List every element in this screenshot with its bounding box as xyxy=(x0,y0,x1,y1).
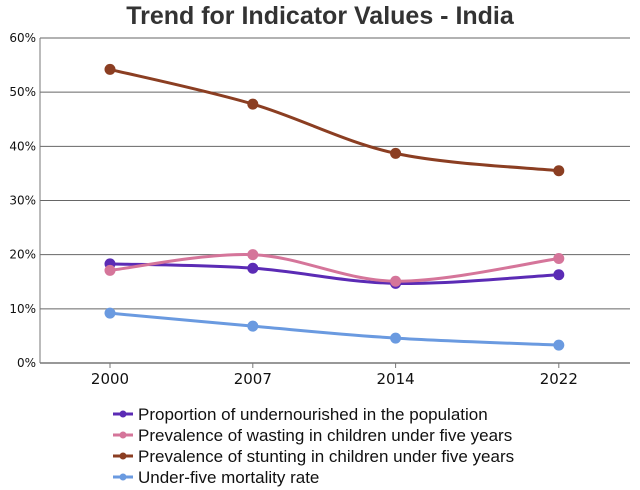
data-point xyxy=(247,249,259,261)
y-tick-label: 60% xyxy=(9,31,36,45)
data-point xyxy=(553,252,565,264)
legend-marker xyxy=(119,410,127,418)
series-line-1 xyxy=(109,253,560,283)
legend-label: Prevalence of stunting in children under… xyxy=(138,447,514,466)
x-tick-label: 2014 xyxy=(377,370,415,388)
series-line-0 xyxy=(109,262,559,285)
y-tick-label: 30% xyxy=(9,194,36,208)
data-point xyxy=(553,269,565,281)
legend-label: Prevalence of wasting in children under … xyxy=(138,426,512,445)
series-line-2 xyxy=(109,67,559,173)
series-line-3 xyxy=(109,311,559,347)
y-tick-label: 0% xyxy=(17,356,36,370)
y-tick-label: 40% xyxy=(9,139,36,153)
data-point xyxy=(390,147,402,159)
data-point xyxy=(553,165,565,177)
legend-marker xyxy=(119,473,127,481)
y-tick-label: 10% xyxy=(9,302,36,316)
y-tick-label: 50% xyxy=(9,85,36,99)
x-tick-label: 2000 xyxy=(91,370,129,388)
y-tick-label: 20% xyxy=(9,248,36,262)
legend-label: Under-five mortality rate xyxy=(138,468,319,487)
x-tick-label: 2007 xyxy=(234,370,272,388)
data-point xyxy=(247,262,259,274)
x-tick-label: 2022 xyxy=(540,370,578,388)
legend-marker xyxy=(119,431,127,439)
data-point xyxy=(390,275,402,287)
data-point xyxy=(104,264,116,276)
legend-label: Proportion of undernourished in the popu… xyxy=(138,405,488,424)
data-point xyxy=(104,63,116,75)
data-point xyxy=(247,320,259,332)
legend-marker xyxy=(119,452,127,460)
data-point xyxy=(104,307,116,319)
data-point xyxy=(390,332,402,344)
data-point xyxy=(553,339,565,351)
chart-title: Trend for Indicator Values - India xyxy=(126,2,514,30)
data-point xyxy=(247,98,259,110)
